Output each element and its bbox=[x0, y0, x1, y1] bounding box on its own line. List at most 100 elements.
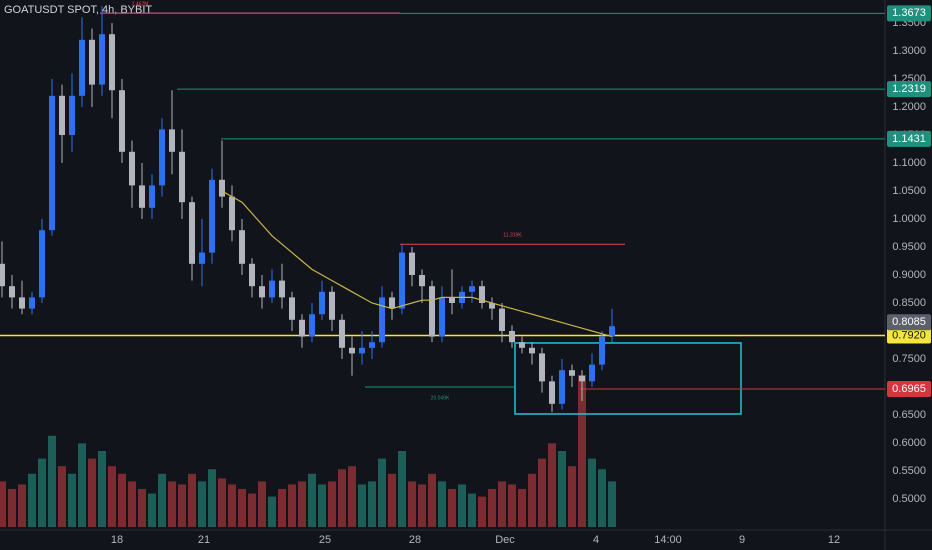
x-tick-label: 9 bbox=[739, 534, 745, 546]
candle-body bbox=[229, 196, 235, 231]
volume-bar bbox=[188, 473, 196, 527]
volume-bar bbox=[98, 451, 106, 527]
y-tick-label: 1.2000 bbox=[892, 101, 926, 113]
level-price-label-bg bbox=[887, 327, 931, 344]
volume-bar bbox=[558, 451, 566, 527]
volume-bar bbox=[58, 466, 66, 527]
volume-bar bbox=[428, 473, 436, 527]
candle-body bbox=[299, 319, 305, 337]
volume-bar bbox=[108, 466, 116, 527]
volume-bar bbox=[118, 473, 126, 527]
volume-bar bbox=[388, 473, 396, 527]
candle-body bbox=[609, 326, 615, 337]
candle-body bbox=[9, 286, 15, 298]
x-tick-label: 21 bbox=[198, 534, 210, 546]
candle-body bbox=[559, 370, 565, 404]
volume-bar bbox=[128, 481, 136, 527]
volume-bar bbox=[408, 481, 416, 527]
volume-bar bbox=[178, 484, 186, 527]
volume-bar bbox=[278, 489, 286, 527]
y-tick-label: 1.0000 bbox=[892, 213, 926, 225]
candle-body bbox=[59, 95, 65, 136]
candle-body bbox=[169, 129, 175, 152]
candle-body bbox=[279, 280, 285, 298]
candle-body bbox=[419, 274, 425, 287]
volume-bar bbox=[348, 466, 356, 527]
candle-body bbox=[29, 297, 35, 309]
candle-body bbox=[249, 263, 255, 287]
volume-bar bbox=[538, 458, 546, 527]
candle-body bbox=[599, 336, 605, 365]
volume-bar bbox=[38, 458, 46, 527]
y-tick-label: 0.6500 bbox=[892, 409, 926, 421]
volume-bar bbox=[288, 484, 296, 527]
candle-body bbox=[379, 297, 385, 343]
volume-bar bbox=[328, 481, 336, 527]
level-price-label: 1.2319 bbox=[892, 83, 926, 95]
level-annotation: 20.049K bbox=[431, 395, 450, 401]
volume-bar bbox=[518, 489, 526, 527]
volume-bar bbox=[508, 484, 516, 527]
candle-body bbox=[449, 297, 455, 303]
volume-bar bbox=[208, 469, 216, 527]
candle-body bbox=[189, 202, 195, 264]
volume-bar bbox=[8, 489, 16, 527]
x-tick-label: 12 bbox=[828, 534, 840, 546]
volume-bar bbox=[198, 481, 206, 527]
volume-bar bbox=[598, 469, 606, 527]
level-price-label: 1.1431 bbox=[892, 133, 926, 145]
level-price-label: 0.6965 bbox=[892, 383, 926, 395]
volume-bar bbox=[228, 484, 236, 527]
candle-body bbox=[79, 39, 85, 96]
volume-bar bbox=[248, 493, 256, 527]
candle-body bbox=[139, 185, 145, 208]
candle-body bbox=[259, 286, 265, 298]
candle-body bbox=[319, 291, 325, 315]
candle-body bbox=[569, 370, 575, 376]
volume-bar bbox=[588, 458, 596, 527]
volume-bar bbox=[398, 451, 406, 527]
candle-body bbox=[369, 342, 375, 348]
y-tick-label: 1.0500 bbox=[892, 185, 926, 197]
level-price-label-bg bbox=[887, 5, 931, 22]
volume-bar bbox=[148, 493, 156, 527]
volume-bar bbox=[468, 493, 476, 527]
candle-body bbox=[589, 364, 595, 382]
candle-body bbox=[49, 95, 55, 231]
volume-bar bbox=[48, 435, 56, 527]
candle-body bbox=[429, 286, 435, 337]
volume-bar bbox=[168, 481, 176, 527]
candle-body bbox=[219, 179, 225, 197]
candle-body bbox=[509, 330, 515, 343]
level-price-label-bg bbox=[887, 81, 931, 98]
chart-title: GOATUSDT SPOT, 4h, BYBIT bbox=[4, 4, 152, 16]
candle-body bbox=[539, 353, 545, 382]
x-tick-label: 4 bbox=[593, 534, 599, 546]
volume-bar bbox=[298, 481, 306, 527]
candle-body bbox=[329, 291, 335, 320]
x-tick-label: 18 bbox=[111, 534, 123, 546]
volume-bar bbox=[488, 489, 496, 527]
level-price-label: 0.7920 bbox=[892, 329, 926, 341]
volume-bar bbox=[18, 484, 26, 527]
y-tick-label: 0.7500 bbox=[892, 353, 926, 365]
zone-box bbox=[514, 342, 742, 415]
candle-body bbox=[469, 286, 475, 292]
moving-average bbox=[221, 190, 613, 338]
candle-body bbox=[359, 347, 365, 354]
candle-body bbox=[499, 308, 505, 331]
candle-body bbox=[109, 34, 115, 91]
volume-bar bbox=[568, 466, 576, 527]
candle-body bbox=[489, 302, 495, 309]
volume-bar bbox=[418, 484, 426, 527]
x-tick-label: 14:00 bbox=[654, 534, 682, 546]
volume-bar bbox=[158, 473, 166, 527]
volume-bar bbox=[338, 469, 346, 527]
y-tick-label: 0.5000 bbox=[892, 493, 926, 505]
candle-body bbox=[69, 95, 75, 136]
candle-body bbox=[269, 280, 275, 298]
candle-body bbox=[99, 34, 105, 85]
last-price-label: 0.8085 bbox=[892, 316, 926, 328]
